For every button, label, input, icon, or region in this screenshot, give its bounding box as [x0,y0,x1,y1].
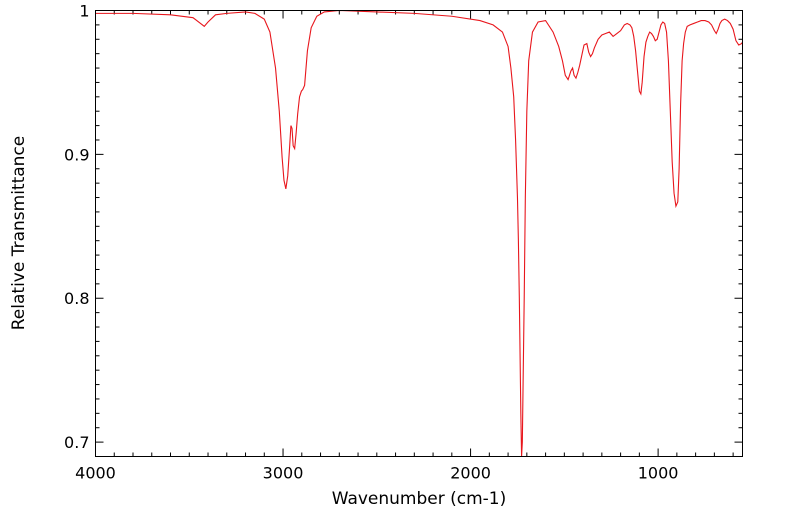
x-tick-label: 1000 [638,464,679,483]
y-tick-labels: 1 0.9 0.8 0.7 [64,2,89,453]
y-tick-label: 0.9 [64,145,89,164]
y-tick-label: 0.7 [64,433,89,452]
y-axis-label: Relative Transmittance [9,136,29,331]
x-tick-labels: 4000 3000 2000 1000 [75,464,678,483]
x-tick-label: 2000 [450,464,491,483]
spectrum-series-line [95,9,743,457]
y-tick-label: 1 [79,2,89,21]
axis-ticks [95,10,743,457]
x-tick-label: 3000 [263,464,304,483]
x-axis-label: Wavenumber (cm-1) [332,489,507,509]
plot-area-frame [95,10,743,457]
x-tick-label: 4000 [75,464,116,483]
y-tick-label: 0.8 [64,289,89,308]
